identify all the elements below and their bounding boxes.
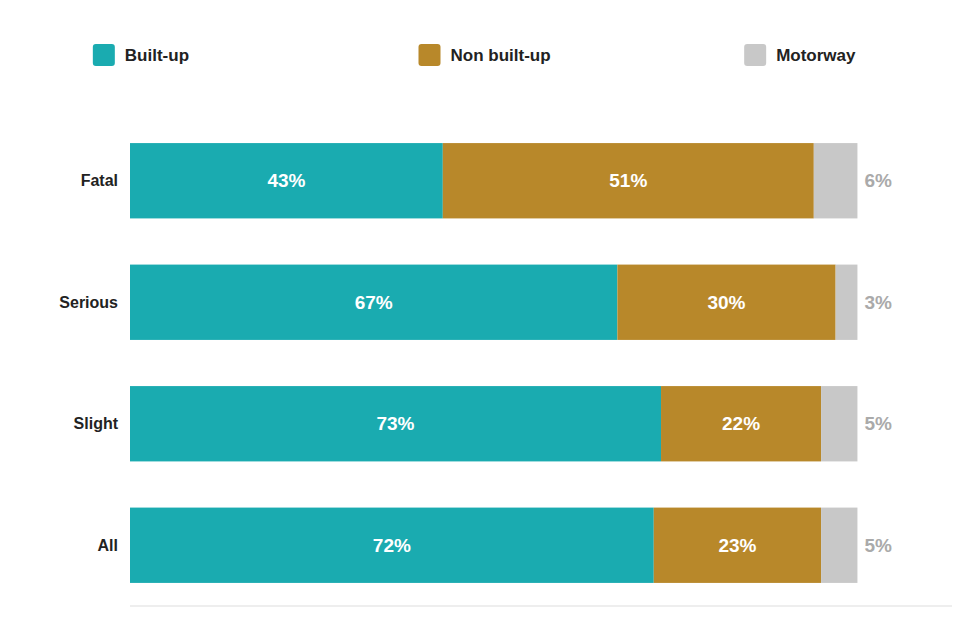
data-label: 51% — [609, 170, 647, 191]
labels: Fatal 43% 51% 6% Serious 67% 30% 3% Slight 73% 22%… — [59, 170, 892, 556]
category-label: All — [98, 537, 118, 554]
bar-segment — [130, 386, 661, 461]
category-label: Fatal — [81, 172, 118, 189]
category-label: Serious — [59, 294, 118, 311]
legend-label: Non built-up — [451, 46, 551, 65]
bar-segment — [836, 265, 858, 340]
data-label: 3% — [864, 292, 892, 313]
legend-swatch — [744, 44, 766, 66]
data-label: 5% — [864, 413, 892, 434]
data-label: 67% — [355, 292, 393, 313]
data-label: 72% — [373, 535, 411, 556]
data-label: 6% — [864, 170, 892, 191]
legend: Built-up Non built-up Motorway — [93, 44, 856, 66]
bar-segment — [130, 143, 443, 218]
data-label: 23% — [718, 535, 756, 556]
chart-container: Built-up Non built-up Motorway Fatal 43% 51% 6… — [0, 0, 977, 636]
legend-label: Built-up — [125, 46, 189, 65]
bar-segment — [821, 508, 857, 583]
chart-svg: Built-up Non built-up Motorway Fatal 43% 51% 6… — [0, 0, 977, 636]
bar-segment — [814, 143, 858, 218]
bars — [130, 143, 857, 583]
data-label: 73% — [376, 413, 414, 434]
category-label: Slight — [74, 415, 119, 432]
bar-segment — [443, 143, 814, 218]
legend-swatch — [93, 44, 115, 66]
data-label: 22% — [722, 413, 760, 434]
legend-swatch — [419, 44, 441, 66]
bar-segment — [130, 265, 617, 340]
data-label: 5% — [864, 535, 892, 556]
bar-segment — [654, 508, 821, 583]
axis-line — [130, 606, 952, 607]
bar-segment — [130, 508, 654, 583]
bar-segment — [821, 386, 857, 461]
legend-label: Motorway — [776, 46, 856, 65]
bar-segment — [661, 386, 821, 461]
data-label: 30% — [707, 292, 745, 313]
data-label: 43% — [267, 170, 305, 191]
bar-segment — [617, 265, 835, 340]
